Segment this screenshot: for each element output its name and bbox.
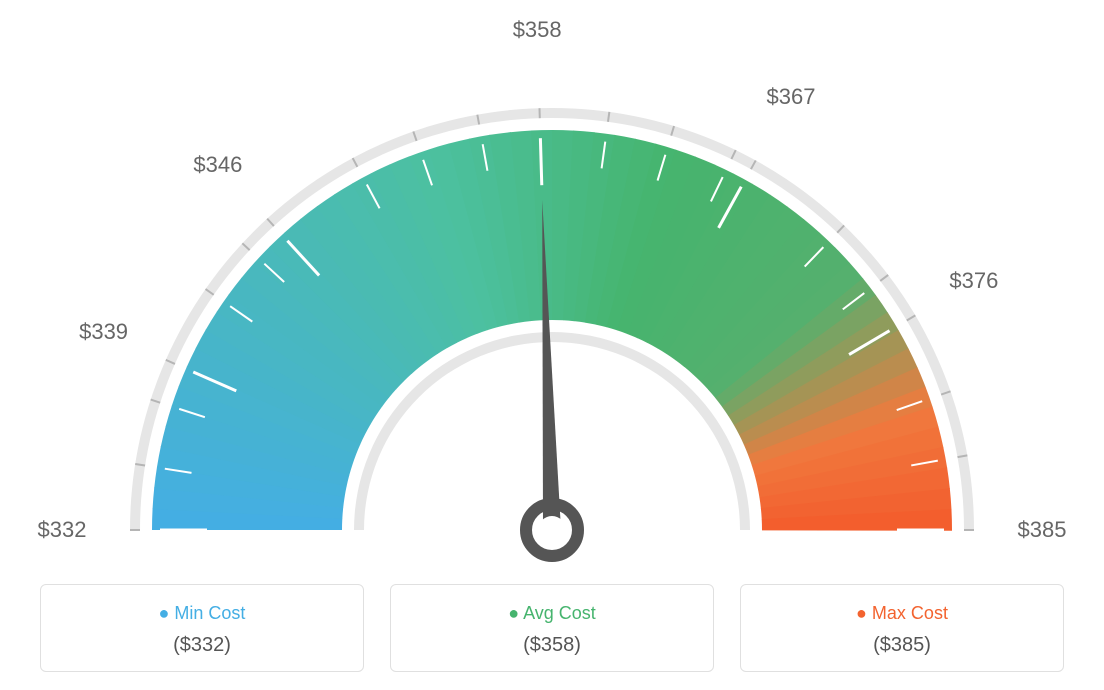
legend-label-max: Max Cost (751, 603, 1053, 624)
legend-value-avg: ($358) (401, 634, 703, 657)
gauge-tick-label: $376 (949, 268, 998, 294)
legend-card-max: Max Cost ($385) (740, 584, 1064, 672)
gauge-tick-label: $358 (513, 17, 562, 43)
gauge-tick-label: $339 (79, 319, 128, 345)
legend-card-avg: Avg Cost ($358) (390, 584, 714, 672)
legend-label-avg: Avg Cost (401, 603, 703, 624)
gauge-tick-label: $367 (766, 84, 815, 110)
legend-row: Min Cost ($332) Avg Cost ($358) Max Cost… (40, 584, 1064, 672)
legend-label-min: Min Cost (51, 603, 353, 624)
gauge-svg (0, 0, 1104, 570)
legend-card-min: Min Cost ($332) (40, 584, 364, 672)
gauge-chart: $332 $339 $346 $358 $367 $376 $385 (0, 0, 1104, 570)
gauge-tick-label: $346 (193, 152, 242, 178)
legend-value-max: ($385) (751, 634, 1053, 657)
gauge-tick-label: $385 (1018, 517, 1067, 543)
gauge-tick-label: $332 (38, 517, 87, 543)
legend-value-min: ($332) (51, 634, 353, 657)
